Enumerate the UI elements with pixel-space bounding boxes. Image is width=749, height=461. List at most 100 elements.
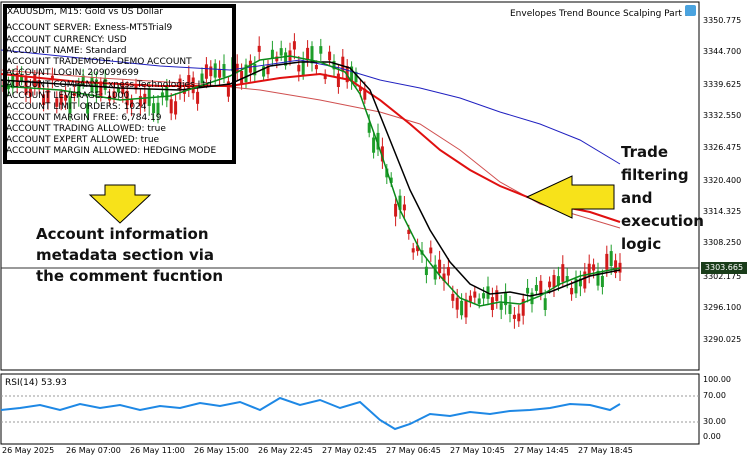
candle-body [363, 88, 367, 100]
price-tick: 3290.025 [703, 335, 742, 344]
candle-body [609, 251, 613, 266]
candle-body [42, 94, 46, 105]
candle-body [257, 45, 261, 52]
price-tick: 3302.175 [703, 272, 742, 281]
candle-body [174, 101, 178, 115]
candle-body [200, 73, 204, 84]
candle-body [310, 46, 314, 64]
candle-body [116, 88, 120, 93]
candle-body [222, 64, 226, 77]
chart-symbol-title: XAUUSDm, M15: Gold vs US Dollar [7, 7, 163, 17]
candle-body [209, 66, 213, 77]
candle-body [187, 75, 191, 90]
candle-body [306, 47, 310, 61]
candle-body [614, 260, 618, 274]
candle-body [112, 91, 116, 99]
candle-body [125, 90, 129, 106]
candle-body [477, 298, 481, 304]
candle-body [196, 91, 200, 104]
candle-body [570, 287, 574, 295]
time-tick: 27 May 06:45 [386, 446, 441, 455]
candle-body [244, 64, 248, 83]
candle-body [134, 84, 138, 90]
candle-body [68, 96, 72, 114]
candle-body [86, 103, 90, 114]
candle-body [50, 75, 54, 81]
candle-body [240, 70, 244, 85]
comment-line-margin-allowed: ACCOUNT MARGIN ALLOWED: HEDGING MODE [6, 146, 217, 156]
right-annotation-line-3: and [621, 189, 653, 207]
candle-body [213, 63, 217, 78]
candle-body [464, 299, 468, 318]
account-info-comment-box [3, 4, 236, 164]
comment-line-server: ACCOUNT SERVER: Exness-MT5Trial9 [6, 23, 173, 33]
candle-body [521, 298, 525, 316]
comment-line-currency: ACCOUNT CURRENCY: USD [6, 35, 127, 45]
candle-body [28, 88, 32, 97]
candle-body [438, 259, 442, 274]
candle-body [433, 264, 437, 280]
candle-body [565, 276, 569, 282]
candle-body [90, 77, 94, 93]
candle-body [442, 273, 446, 282]
right-annotation-line-2: filtering [621, 166, 689, 184]
rsi-tick: 100.00 [703, 375, 731, 384]
time-tick: 26 May 15:00 [194, 446, 249, 455]
candle-body [20, 75, 24, 81]
candle-body [424, 266, 428, 276]
candle-body [402, 204, 406, 211]
candle-body [574, 278, 578, 294]
left-annotation: Account information metadata section via… [36, 224, 223, 287]
time-tick: 26 May 11:00 [130, 446, 185, 455]
candle-body [416, 245, 420, 252]
candle-body [358, 87, 362, 92]
candle-body [618, 262, 622, 273]
candle-body [332, 60, 336, 70]
candle-body [455, 297, 459, 310]
left-annotation-line-2: metadata section via [36, 246, 215, 264]
candle-body [596, 270, 600, 286]
candle-body [160, 92, 164, 98]
candle-body [266, 65, 270, 75]
rsi-line [0, 396, 621, 431]
expert-advisor-icon[interactable] [685, 5, 696, 16]
candle-body [72, 91, 76, 97]
comment-line-trading-allowed: ACCOUNT TRADING ALLOWED: true [6, 124, 166, 134]
price-tick: 3314.325 [703, 207, 742, 216]
candle-body [64, 94, 68, 101]
comment-line-name: ACCOUNT NAME: Standard [6, 46, 127, 56]
down-arrow-callout [88, 184, 152, 224]
candle-body [319, 46, 323, 54]
candle-body [354, 71, 358, 83]
candle-body [429, 247, 433, 254]
candle-body [37, 79, 41, 89]
candle-body [517, 313, 521, 322]
candle-body [156, 102, 160, 115]
candle-body [314, 64, 318, 70]
candle-body [169, 99, 173, 114]
right-annotation-line-4: execution [621, 212, 704, 230]
rsi-tick: 70.00 [703, 391, 726, 400]
time-tick: 26 May 22:45 [258, 446, 313, 455]
price-tick: 3308.250 [703, 238, 742, 247]
candle-body [350, 66, 354, 82]
candle-body [341, 56, 345, 72]
candle-body [600, 275, 604, 288]
candle-body [583, 271, 587, 289]
time-tick: 27 May 02:45 [322, 446, 377, 455]
ma-blue-line [0, 49, 621, 165]
left-arrow-callout [525, 175, 615, 219]
candle-body [138, 96, 142, 107]
candle-body [495, 290, 499, 301]
candle-body [394, 203, 398, 217]
time-tick: 27 May 10:45 [450, 446, 505, 455]
candle-body [376, 132, 380, 150]
candle-body [398, 195, 402, 210]
time-tick: 26 May 07:00 [66, 446, 121, 455]
candle-body [539, 280, 543, 294]
rsi-tick: 30.00 [703, 417, 726, 426]
candle-body [504, 291, 508, 306]
comment-line-leverage: ACCOUNT LEVERAGE: 1000 [6, 91, 130, 101]
candle-body [561, 264, 565, 282]
